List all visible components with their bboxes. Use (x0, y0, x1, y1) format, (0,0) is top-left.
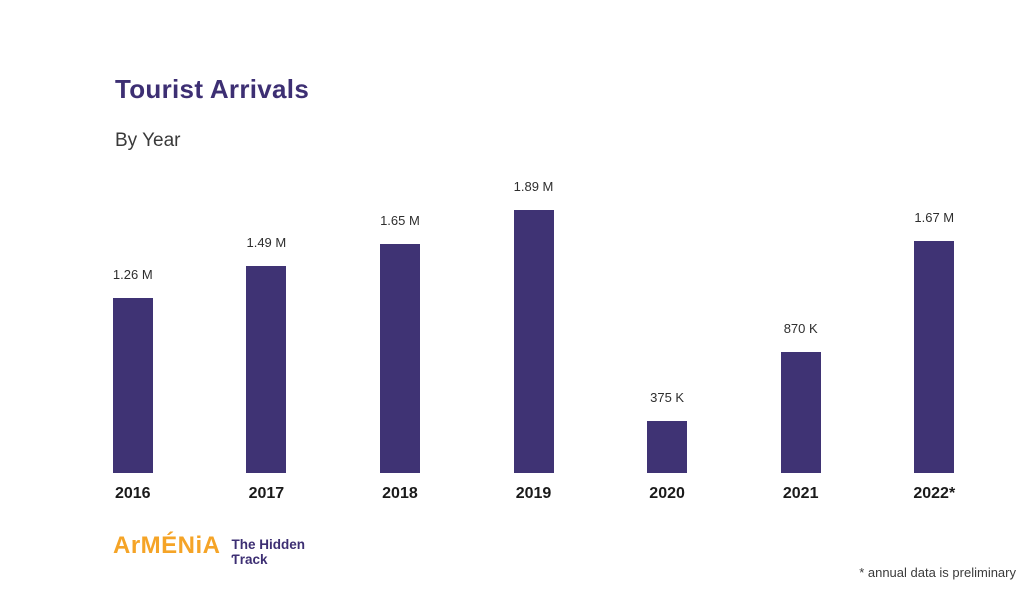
bar (246, 266, 287, 473)
bar-value-label: 1.49 M (246, 235, 287, 250)
bar (513, 210, 554, 473)
bar-column: 1.26 M 2016 (66, 165, 200, 503)
bar-category-label: 2017 (248, 485, 285, 502)
bar-chart: 1.26 M 2016 1.49 M 2017 1.65 M 2018 1.89… (66, 165, 1001, 503)
brand-tagline-line2: Ƭrack (231, 552, 268, 567)
bar-category-label: 2021 (782, 485, 819, 502)
bar-category-label: 2022* (913, 485, 956, 502)
bar-column: 870 K 2021 (734, 165, 868, 503)
bar (647, 421, 688, 473)
bar-value-label: 870 K (783, 321, 818, 336)
bar-value-label: 375 K (650, 390, 685, 405)
bar-column: 1.89 M 2019 (467, 165, 601, 503)
bar (112, 298, 153, 473)
brand-name: ArMÉNiA (113, 532, 221, 559)
brand-tagline: The Hidden Ƭrack (232, 533, 306, 567)
bar-category-label: 2016 (114, 485, 151, 502)
bar-category-label: 2018 (382, 485, 418, 502)
bar-column: 1.67 M 2022* (867, 165, 1001, 503)
bar (780, 352, 821, 473)
page-title: Tourist Arrivals (115, 74, 310, 104)
bar-value-label: 1.26 M (112, 267, 153, 282)
brand-tagline-line1: The Hidden (231, 537, 306, 552)
page-subtitle: By Year (115, 130, 181, 151)
bar-value-label: 1.67 M (914, 210, 955, 225)
bar-category-label: 2019 (515, 485, 552, 502)
bar (379, 244, 420, 473)
brand-logo: ArMÉNiA The Hidden Ƭrack (113, 532, 306, 568)
footnote: * annual data is preliminary (859, 565, 1016, 580)
bar (914, 241, 955, 473)
bar-column: 1.49 M 2017 (200, 165, 334, 503)
bar-category-label: 2020 (649, 485, 685, 502)
bar-column: 375 K 2020 (600, 165, 734, 503)
bar-column: 1.65 M 2018 (333, 165, 467, 503)
bar-value-label: 1.89 M (513, 179, 554, 194)
bar-value-label: 1.65 M (380, 213, 420, 228)
